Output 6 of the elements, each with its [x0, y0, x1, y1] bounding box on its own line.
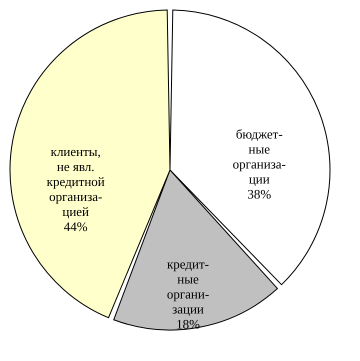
data-label: 18% — [176, 316, 200, 332]
slice-label: бюджет- ные организа- ции — [232, 126, 286, 187]
slice-label: кредит- ные органи- зации — [166, 256, 210, 316]
data-label: 38% — [247, 186, 272, 202]
data-label: 44% — [64, 219, 88, 234]
slice-label: клиенты, не явл. кредитной организа- цией — [46, 144, 105, 220]
